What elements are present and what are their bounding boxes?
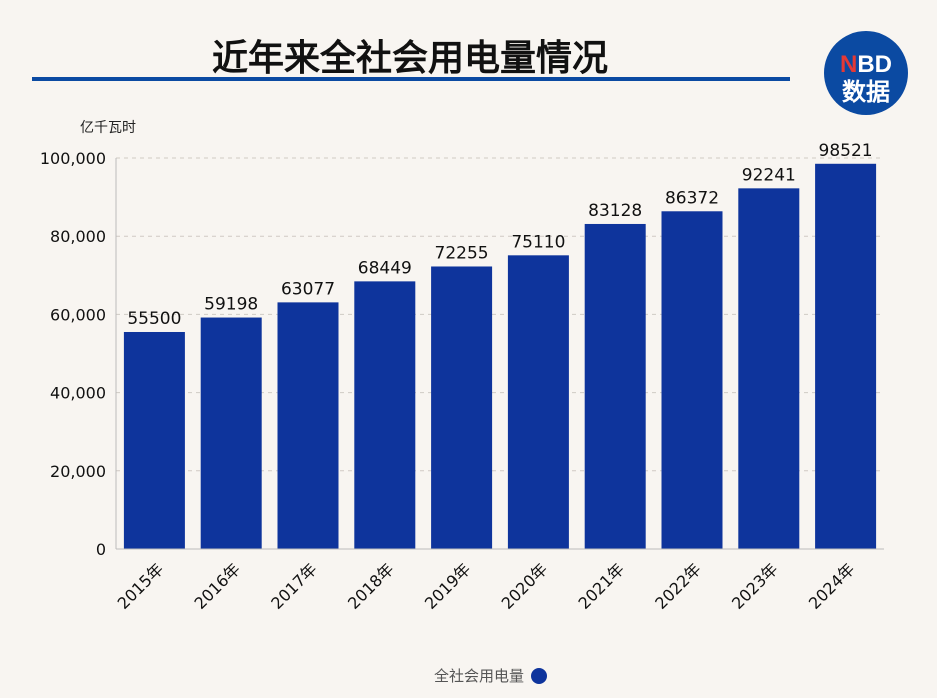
x-tick-label: 2022年: [651, 559, 705, 613]
x-tick-label: 2015年: [114, 559, 168, 613]
bars: 55500 59198 63077 68449 72255 75110 83128 86372…: [123, 141, 877, 550]
legend-marker: [531, 668, 547, 684]
bar-2019年: [431, 266, 493, 549]
bar-2017年: [277, 302, 339, 549]
y-tick-label: 0: [96, 540, 106, 559]
bar-2022年: [661, 211, 723, 550]
svg-text:数据: 数据: [842, 78, 890, 106]
data-label: 98521: [819, 141, 873, 161]
bar-2018年: [354, 281, 416, 549]
x-tick-label: 2019年: [421, 559, 475, 613]
data-label: 63077: [281, 279, 335, 299]
y-tick-label: 60,000: [50, 305, 106, 324]
bar-2016年: [200, 317, 262, 549]
x-tick-label: 2016年: [190, 559, 244, 613]
svg-text:NBD: NBD: [840, 51, 892, 78]
data-label: 83128: [588, 201, 642, 221]
bar-2021年: [584, 223, 646, 549]
bar-2023年: [738, 188, 800, 549]
x-tick-label: 2023年: [728, 559, 782, 613]
y-axis-unit: 亿千瓦时: [80, 120, 136, 136]
x-tick-label: 2017年: [267, 559, 321, 613]
legend-label: 全社会用电量: [434, 667, 524, 685]
y-tick-label: 20,000: [50, 462, 106, 481]
bar-2024年: [815, 163, 877, 549]
x-tick-label: 2020年: [498, 559, 552, 613]
x-tick-label: 2024年: [805, 559, 859, 613]
data-label: 59198: [204, 295, 258, 315]
y-tick-label: 80,000: [50, 227, 106, 246]
legend: 全社会用电量: [434, 667, 547, 685]
x-tick-label: 2021年: [574, 559, 628, 613]
chart-title: 近年来全社会用电量情况: [212, 37, 608, 79]
bar-2020年: [507, 255, 569, 550]
data-label: 92241: [742, 165, 796, 185]
data-label: 75110: [511, 232, 565, 252]
bar-2015年: [123, 331, 185, 549]
y-tick-label: 100,000: [40, 149, 106, 168]
nbd-logo: NBD 数据: [824, 31, 908, 115]
y-tick-label: 40,000: [50, 384, 106, 403]
data-label: 55500: [127, 309, 181, 329]
data-label: 68449: [358, 258, 412, 278]
data-label: 72255: [435, 243, 489, 263]
title-underline: [32, 77, 790, 81]
data-label: 86372: [665, 188, 719, 208]
x-tick-label: 2018年: [344, 559, 398, 613]
